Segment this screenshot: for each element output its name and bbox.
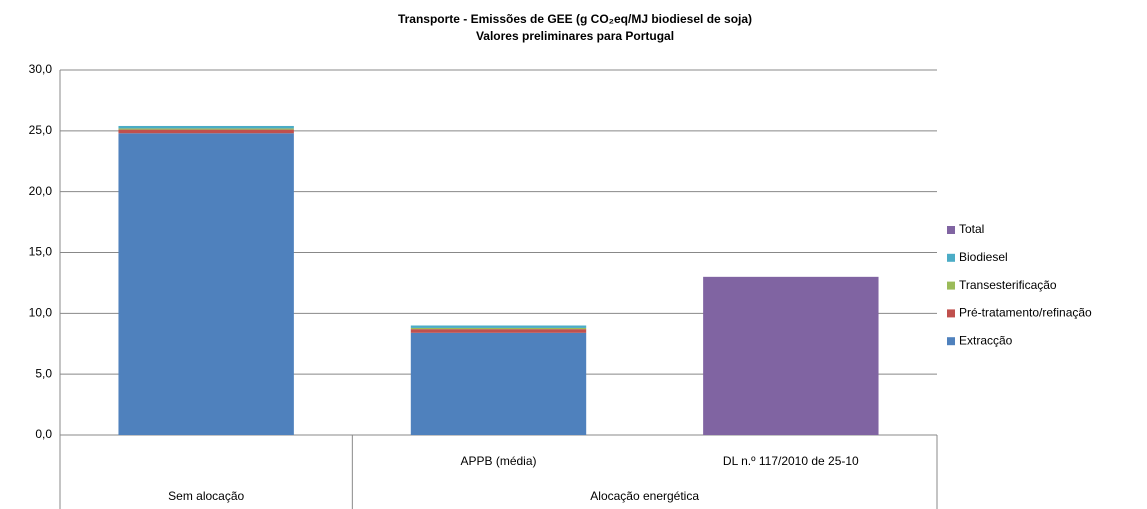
x-tick-label: DL n.º 117/2010 de 25-10: [723, 454, 859, 468]
y-tick-label: 20,0: [29, 184, 53, 198]
legend-label: Extracção: [959, 333, 1013, 347]
legend-swatch: [947, 253, 955, 262]
y-tick-label: 5,0: [35, 366, 52, 380]
y-tick-label: 30,0: [29, 62, 53, 76]
y-tick-label: 15,0: [29, 245, 53, 259]
bar-segment: [118, 125, 294, 129]
y-tick-label: 0,0: [35, 427, 52, 441]
bar-segment: [410, 329, 587, 333]
bar-segment: [703, 276, 879, 435]
bar-segment: [118, 128, 294, 130]
bar-segment: [410, 325, 587, 328]
group-label: Sem alocação: [168, 489, 244, 503]
chart-title: Transporte - Emissões de GEE (g CO₂eq/MJ…: [398, 12, 752, 26]
legend-swatch: [947, 309, 955, 318]
y-tick-label: 10,0: [29, 306, 53, 320]
group-label: Alocação energética: [590, 489, 699, 503]
bar-segment: [118, 129, 294, 134]
x-tick-label: APPB (média): [460, 454, 536, 468]
legend-label: Biodiesel: [959, 250, 1008, 264]
legend-swatch: [947, 337, 955, 346]
legend-label: Transesterificação: [959, 278, 1057, 292]
y-tick-label: 25,0: [29, 123, 53, 137]
legend-label: Total: [959, 222, 984, 236]
legend-label: Pré-tratamento/refinação: [959, 306, 1092, 320]
bar-segment: [118, 133, 294, 435]
chart-subtitle: Valores preliminares para Portugal: [476, 29, 674, 43]
bar-segment: [410, 332, 587, 435]
legend-swatch: [947, 226, 955, 234]
bar-segment: [410, 327, 587, 330]
legend-swatch: [947, 281, 955, 290]
